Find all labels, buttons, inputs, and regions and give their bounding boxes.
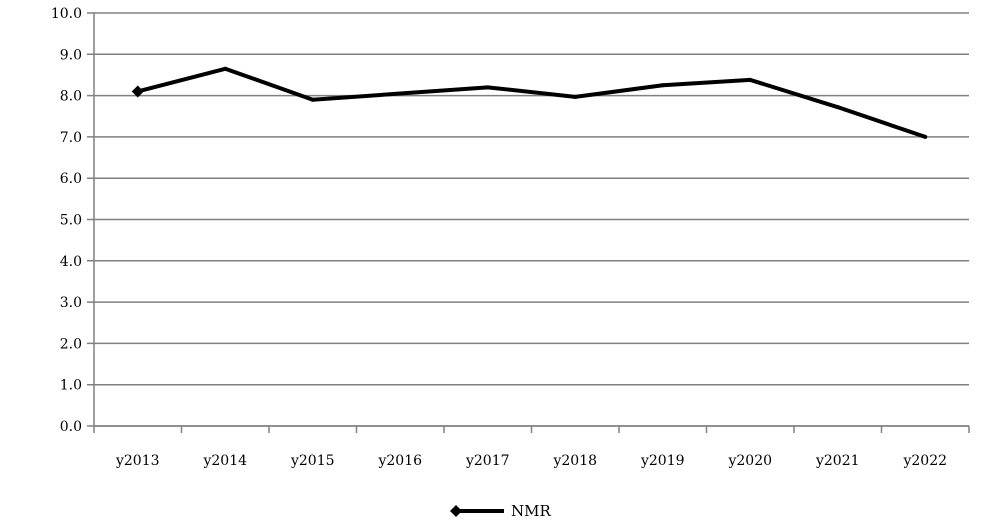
data-point — [923, 134, 928, 139]
data-point — [748, 77, 753, 82]
y-tick-label: 4.0 — [60, 254, 82, 270]
x-tick-label: y2022 — [902, 453, 947, 469]
data-point — [835, 105, 840, 110]
y-axis-tick-labels: 0.0 1.0 2.0 3.0 4.0 5.0 6.0 7.0 8.0 9.0 10.0 — [51, 6, 82, 435]
x-tick-label: y2014 — [202, 453, 247, 469]
y-tick-label: 0.0 — [60, 419, 82, 435]
y-tick-label: 5.0 — [60, 213, 82, 229]
legend-label: NMR — [511, 502, 551, 520]
x-tick-label: y2013 — [115, 453, 160, 469]
data-point — [223, 66, 228, 71]
series-group — [131, 66, 928, 139]
y-tick-label: 8.0 — [60, 89, 82, 105]
y-tick-label: 9.0 — [60, 47, 82, 63]
x-axis-ticks — [93, 426, 970, 433]
x-tick-label: y2020 — [727, 453, 772, 469]
diamond-marker — [131, 85, 144, 98]
series-line-nmr — [137, 66, 926, 139]
y-tick-label: 3.0 — [60, 295, 82, 311]
x-tick-label: y2019 — [640, 453, 685, 469]
data-point — [573, 94, 578, 99]
data-point — [310, 97, 315, 102]
legend-diamond-marker — [450, 505, 462, 517]
x-tick-label: y2017 — [465, 453, 510, 469]
y-gridlines — [87, 12, 969, 427]
y-tick-label: 6.0 — [60, 171, 82, 187]
data-point — [485, 85, 490, 90]
y-tick-label: 7.0 — [60, 130, 82, 146]
x-axis-tick-labels: y2013 y2014 y2015 y2016 y2017 y2018 y2019 y2020… — [115, 453, 947, 469]
y-tick-label: 1.0 — [60, 378, 82, 394]
x-tick-label: y2018 — [552, 453, 597, 469]
data-point — [398, 91, 403, 96]
x-tick-label: y2016 — [377, 453, 422, 469]
legend: NMR — [450, 502, 551, 520]
y-tick-label: 10.0 — [51, 6, 82, 22]
y-tick-label: 2.0 — [60, 336, 82, 352]
x-tick-label: y2015 — [290, 453, 335, 469]
x-tick-label: y2021 — [815, 453, 860, 469]
data-point — [660, 83, 665, 88]
